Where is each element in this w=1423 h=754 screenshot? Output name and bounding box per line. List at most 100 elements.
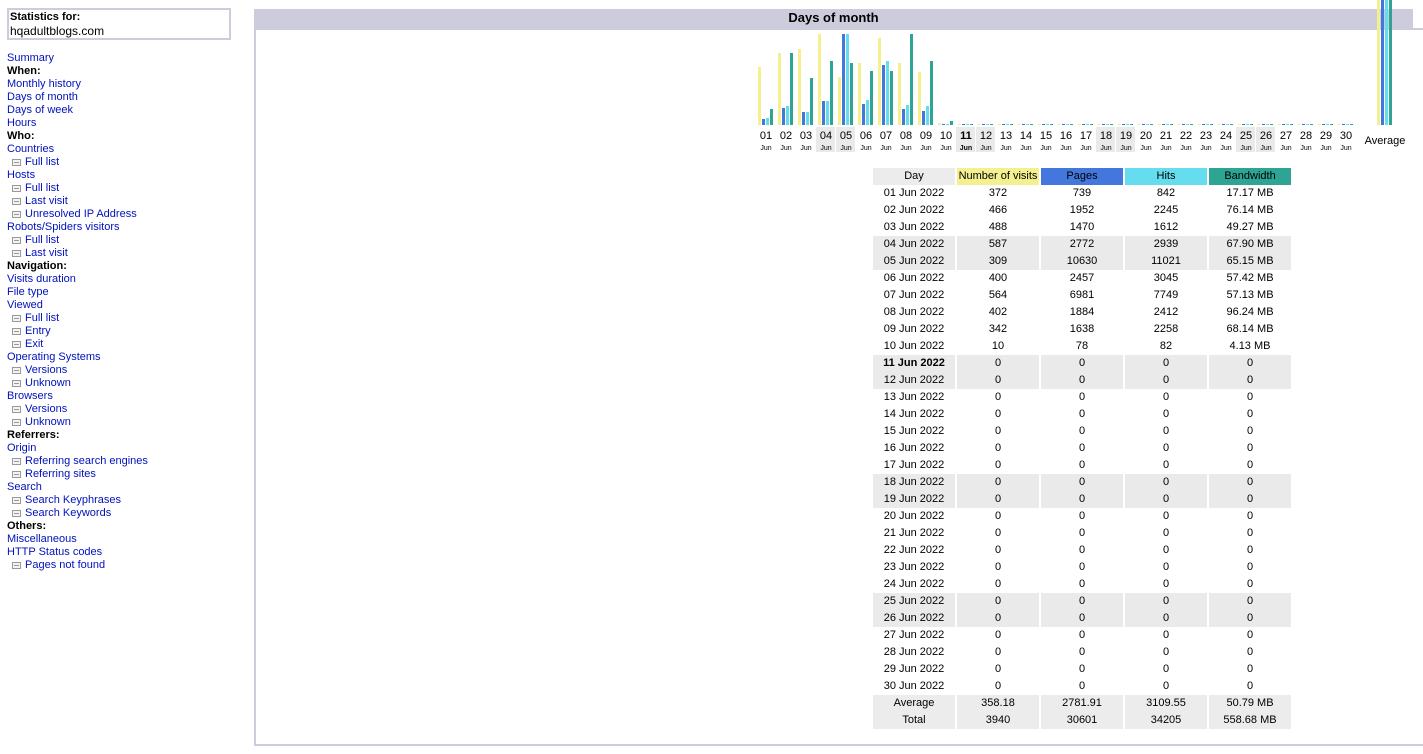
menu-pages-not-found[interactable]: Pages not found: [25, 559, 106, 571]
menu-file-type[interactable]: File type: [7, 286, 49, 298]
cell-pages: 0: [1041, 372, 1123, 389]
cell-bandwidth: 4.13 MB: [1229, 340, 1271, 352]
cell-hits: 2412: [1153, 306, 1179, 318]
menu-row: Days of month: [7, 91, 247, 104]
menu-row: Unknown: [7, 377, 247, 390]
chart-bar-bandwidth: [1270, 124, 1273, 125]
menu-row: Browsers: [7, 390, 247, 403]
menu-viewed-entry[interactable]: Entry: [25, 325, 51, 337]
cell-bandwidth: 0: [1209, 610, 1291, 627]
menu-hosts-last-visit[interactable]: Last visit: [25, 195, 68, 207]
menu-viewed-exit[interactable]: Exit: [25, 338, 44, 350]
menu-hours[interactable]: Hours: [7, 117, 37, 129]
cell-day: 22 Jun 2022: [883, 544, 945, 556]
menu-os[interactable]: Operating Systems: [7, 351, 101, 363]
menu-robots-full-list[interactable]: Full list: [25, 234, 60, 246]
cell-day: 07 Jun 2022: [883, 289, 945, 301]
menu-origin[interactable]: Origin: [7, 442, 37, 454]
cell-visits: 564: [988, 289, 1008, 301]
menu-http-status[interactable]: HTTP Status codes: [7, 546, 103, 558]
menu-browsers-versions[interactable]: Versions: [25, 403, 68, 415]
chart-bar-visits: [1298, 124, 1301, 125]
chart-bar-visits: [898, 63, 901, 125]
menu-search[interactable]: Search: [7, 481, 42, 493]
cell-hits: 1612: [1153, 221, 1179, 233]
menu-browsers[interactable]: Browsers: [7, 390, 53, 402]
chart-month-label: Jun: [1060, 145, 1071, 152]
menu-miscellaneous[interactable]: Miscellaneous: [7, 533, 77, 545]
chart-bar-bandwidth: [1330, 124, 1333, 125]
cell-hits: 82: [1159, 340, 1173, 352]
chart-bar-hits: [1026, 124, 1029, 125]
cell-pages: 78: [1075, 340, 1089, 352]
cell-visits: 0: [994, 646, 1002, 658]
submenu-icon: [12, 367, 21, 374]
chart-bar-visits: [1338, 124, 1341, 125]
submenu-icon: [12, 380, 21, 387]
chart-bar-visits: [1238, 124, 1241, 125]
chart-month-label: Jun: [1240, 145, 1251, 152]
menu-referring-sites[interactable]: Referring sites: [25, 468, 96, 480]
menu-referring-search-engines[interactable]: Referring search engines: [25, 455, 148, 467]
chart-bar-pages: [1062, 124, 1065, 125]
chart-bar-pages: [922, 111, 925, 125]
chart-bar-bandwidth: [1070, 124, 1073, 125]
chart-bar-bandwidth: [1130, 124, 1133, 125]
statistics-for-label: Statistics for:: [10, 11, 81, 23]
chart-bar-hits: [1146, 124, 1149, 125]
cell-visits: 587: [957, 236, 1039, 253]
menu-os-unknown[interactable]: Unknown: [25, 377, 71, 389]
chart-month-label: Jun: [920, 145, 931, 152]
menu-robots-last-visit[interactable]: Last visit: [25, 247, 68, 259]
cell-pages: 1638: [1069, 323, 1095, 335]
chart-day-label: 02: [780, 130, 792, 142]
cell-bandwidth: 0: [1246, 578, 1254, 590]
menu-row: Full list: [7, 156, 247, 169]
chart-month-label: Jun: [1300, 145, 1311, 152]
menu-viewed[interactable]: Viewed: [7, 299, 43, 311]
menu-row: Monthly history: [7, 78, 247, 91]
menu-hosts-full-list[interactable]: Full list: [25, 182, 60, 194]
menu-days-of-week[interactable]: Days of week: [7, 104, 74, 116]
chart-month-label: Jun: [1120, 145, 1131, 152]
cell-visits: 0: [994, 561, 1002, 573]
menu-row: Full list: [7, 182, 247, 195]
cell-bandwidth: 50.79 MB: [1209, 695, 1291, 712]
menu-viewed-full-list[interactable]: Full list: [25, 312, 60, 324]
menu-countries-full-list[interactable]: Full list: [25, 156, 60, 168]
submenu-icon: [12, 198, 21, 205]
chart-bar-bandwidth: [890, 71, 893, 125]
chart-bar-hits: [766, 118, 769, 125]
chart-bar-bandwidth: [850, 63, 853, 125]
menu-browsers-unknown[interactable]: Unknown: [25, 416, 71, 428]
chart-bar-visits: [1158, 124, 1161, 125]
chart-day-label: 05: [840, 130, 852, 142]
menu-robots[interactable]: Robots/Spiders visitors: [7, 221, 120, 233]
menu-row: Referrers:: [7, 429, 247, 442]
menu-os-versions[interactable]: Versions: [25, 364, 68, 376]
menu-monthly-history[interactable]: Monthly history: [7, 78, 81, 90]
menu-head-referrers: Referrers:: [7, 429, 60, 441]
menu-row: Robots/Spiders visitors: [7, 221, 247, 234]
chart-month-label: Jun: [780, 145, 791, 152]
table-row: 03 Jun 2022 488 1470 1612 49.27 MB: [873, 219, 1291, 236]
table-row: 23 Jun 2022 0 0 0 0: [873, 559, 1291, 576]
cell-pages: 0: [1078, 527, 1086, 539]
table-row: 07 Jun 2022 564 6981 7749 57.13 MB: [873, 287, 1291, 304]
chart-bar-pages: [1302, 124, 1305, 125]
submenu-icon: [12, 341, 21, 348]
menu-countries[interactable]: Countries: [7, 143, 55, 155]
menu-summary[interactable]: Summary: [7, 52, 55, 64]
cell-pages: 2772: [1041, 236, 1123, 253]
menu-search-keywords[interactable]: Search Keywords: [25, 507, 112, 519]
menu-head-when: When:: [7, 65, 41, 77]
menu-hosts[interactable]: Hosts: [7, 169, 36, 181]
menu-visits-duration[interactable]: Visits duration: [7, 273, 76, 285]
cell-pages: 0: [1078, 442, 1086, 454]
chart-bar-bandwidth: [1150, 124, 1153, 125]
table-row: 05 Jun 2022 309 10630 11021 65.15 MB: [873, 253, 1291, 270]
menu-days-of-month[interactable]: Days of month: [7, 91, 78, 103]
table-row: 06 Jun 2022 400 2457 3045 57.42 MB: [873, 270, 1291, 287]
menu-search-keyphrases[interactable]: Search Keyphrases: [25, 494, 121, 506]
menu-hosts-unresolved-ip[interactable]: Unresolved IP Address: [25, 208, 137, 220]
